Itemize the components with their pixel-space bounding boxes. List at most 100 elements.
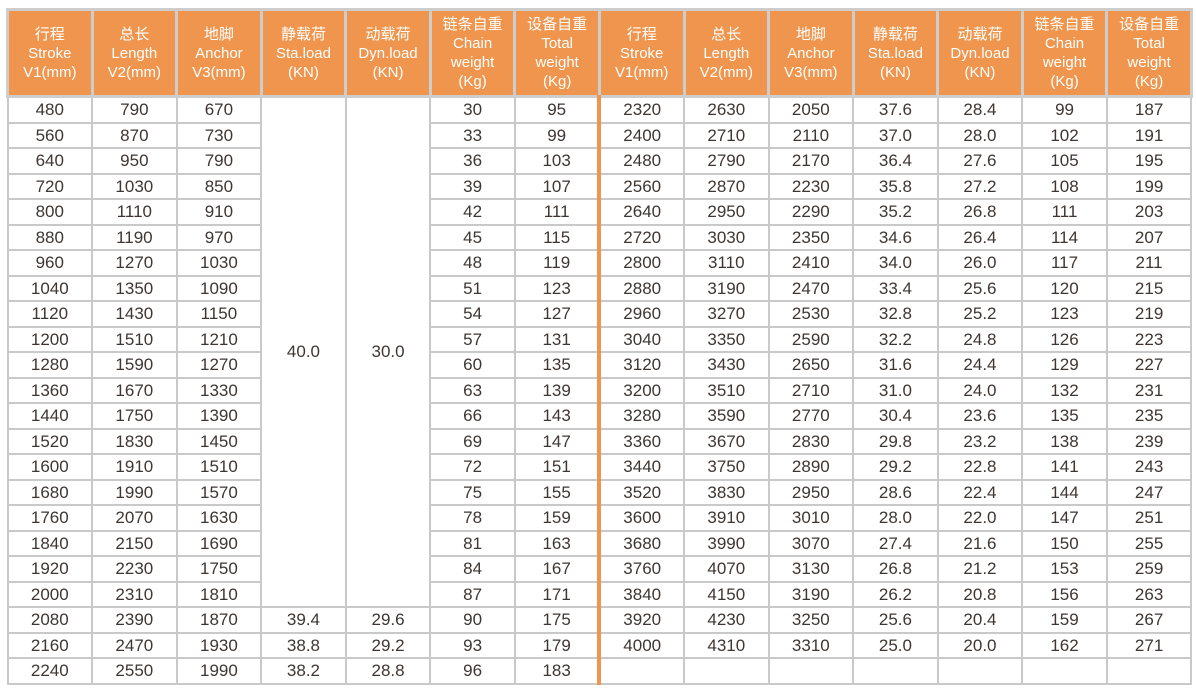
cell-right-dyn-load: 24.8 xyxy=(936,325,1024,353)
table-row: 880 1190 970 45 115 2720 3030 2350 34.6 26.4 114 20… xyxy=(6,223,1193,251)
cell-right-chain-weight: 150 xyxy=(1021,529,1108,557)
header-stroke-right: 行程 Stroke V1(mm) xyxy=(597,8,686,98)
cell-left-length: 1110 xyxy=(91,198,178,226)
cell-left-anchor: 1930 xyxy=(175,631,263,659)
cell-right-anchor: 2470 xyxy=(767,274,855,302)
cell-left-total-weight: 159 xyxy=(513,504,601,532)
header-stroke-left: 行程 Stroke V1(mm) xyxy=(6,8,94,98)
cell-left-stroke: 480 xyxy=(6,95,94,124)
cell-right-total-weight: 195 xyxy=(1105,147,1193,175)
cell-right-dyn-load: 25.6 xyxy=(936,274,1024,302)
cell-right-sta-load: 37.0 xyxy=(852,121,939,149)
cell-right-anchor: 2290 xyxy=(767,198,855,226)
cell-left-length: 2470 xyxy=(91,631,178,659)
cell-right-anchor: 3070 xyxy=(767,529,855,557)
cell-left-dyn-load: 28.8 xyxy=(344,657,432,685)
cell-right-total-weight: 203 xyxy=(1105,198,1193,226)
table-row: 1280 1590 1270 60 135 3120 3430 2650 31.6 24.4 129… xyxy=(6,351,1193,379)
cell-left-length: 2310 xyxy=(91,580,178,608)
cell-right-total-weight: 243 xyxy=(1105,453,1193,481)
cell-left-chain-weight: 72 xyxy=(429,453,516,481)
cell-left-total-weight: 163 xyxy=(513,529,601,557)
cell-right-dyn-load xyxy=(936,657,1024,685)
cell-right-stroke: 2320 xyxy=(597,95,685,124)
cell-left-chain-weight: 69 xyxy=(429,427,516,455)
cell-right-dyn-load: 25.2 xyxy=(936,300,1024,328)
table-row: 1760 2070 1630 78 159 3600 3910 3010 28.0 22.0 147… xyxy=(6,504,1193,532)
cell-right-total-weight: 191 xyxy=(1105,121,1193,149)
cell-right-chain-weight: 141 xyxy=(1021,453,1108,481)
cell-left-anchor: 1570 xyxy=(175,478,263,506)
cell-right-chain-weight: 138 xyxy=(1021,427,1108,455)
table-row: 2080 2390 1870 39.4 29.6 90 175 3920 4230 3250 25.… xyxy=(6,606,1193,634)
cell-left-chain-weight: 54 xyxy=(429,300,516,328)
cell-left-sta-load: 38.8 xyxy=(260,631,347,659)
cell-right-chain-weight: 135 xyxy=(1021,402,1108,430)
header-length-left: 总长 Length V2(mm) xyxy=(90,8,179,98)
cell-right-length: 2710 xyxy=(683,121,770,149)
cell-left-anchor: 910 xyxy=(175,198,263,226)
cell-left-total-weight: 167 xyxy=(513,555,601,583)
cell-right-stroke: 2800 xyxy=(597,249,685,277)
cell-left-chain-weight: 78 xyxy=(429,504,516,532)
cell-left-chain-weight: 96 xyxy=(429,657,516,685)
cell-right-chain-weight: 132 xyxy=(1021,376,1108,404)
table-row: 2160 2470 1930 38.8 29.2 93 179 4000 4310 3310 25.… xyxy=(6,631,1193,659)
cell-left-stroke: 1360 xyxy=(6,376,94,404)
cell-left-length: 1510 xyxy=(91,325,178,353)
cell-left-anchor: 1030 xyxy=(175,249,263,277)
cell-right-total-weight: 271 xyxy=(1105,631,1193,659)
cell-right-stroke: 3120 xyxy=(597,351,685,379)
cell-left-anchor: 970 xyxy=(175,223,263,251)
header-sta-load-left: 静载荷 Sta.load (KN) xyxy=(259,8,348,98)
cell-right-sta-load: 25.0 xyxy=(852,631,939,659)
cell-right-anchor: 2530 xyxy=(767,300,855,328)
cell-right-length: 3990 xyxy=(683,529,770,557)
cell-right-length: 3350 xyxy=(683,325,770,353)
cell-left-anchor: 850 xyxy=(175,172,263,200)
cell-right-anchor: 2770 xyxy=(767,402,855,430)
cell-right-length: 3910 xyxy=(683,504,770,532)
cell-right-total-weight: 267 xyxy=(1105,606,1193,634)
cell-left-length: 2150 xyxy=(91,529,178,557)
cell-right-chain-weight: 102 xyxy=(1021,121,1108,149)
cell-left-stroke: 880 xyxy=(6,223,94,251)
cell-left-length: 1990 xyxy=(91,478,178,506)
cell-right-sta-load: 32.2 xyxy=(852,325,939,353)
header-sta-load-right: 静载荷 Sta.load (KN) xyxy=(851,8,940,98)
cell-left-length: 2070 xyxy=(91,504,178,532)
cell-right-dyn-load: 26.8 xyxy=(936,198,1024,226)
cell-left-anchor: 1870 xyxy=(175,606,263,634)
cell-right-stroke: 3520 xyxy=(597,478,685,506)
cell-left-dyn-load-merged: 30.0 xyxy=(344,95,432,608)
cell-right-total-weight: 223 xyxy=(1105,325,1193,353)
table-row: 2000 2310 1810 87 171 3840 4150 3190 26.2 20.8 156… xyxy=(6,580,1193,608)
table-row: 1920 2230 1750 84 167 3760 4070 3130 26.8 21.2 153… xyxy=(6,555,1193,583)
spec-table-header: 行程 Stroke V1(mm) 总长 Length V2(mm) 地脚 Anchor V3… xyxy=(6,8,1193,98)
cell-right-stroke xyxy=(597,657,685,685)
cell-right-total-weight: 255 xyxy=(1105,529,1193,557)
cell-right-anchor: 2050 xyxy=(767,95,855,124)
cell-right-anchor: 2650 xyxy=(767,351,855,379)
cell-right-total-weight: 259 xyxy=(1105,555,1193,583)
table-row: 480 790 670 40.0 30.0 30 95 2320 2630 2050 37.6 28.… xyxy=(6,95,1193,608)
cell-right-length: 3830 xyxy=(683,478,770,506)
table-row: 1360 1670 1330 63 139 3200 3510 2710 31.0 24.0 132… xyxy=(6,376,1193,404)
table-row: 560 870 730 33 99 2400 2710 2110 37.0 28.0 102 191 xyxy=(6,121,1193,149)
cell-right-length: 3510 xyxy=(683,376,770,404)
cell-right-length: 3270 xyxy=(683,300,770,328)
cell-right-dyn-load: 28.0 xyxy=(936,121,1024,149)
cell-left-length: 1910 xyxy=(91,453,178,481)
cell-right-stroke: 3760 xyxy=(597,555,685,583)
cell-left-chain-weight: 51 xyxy=(429,274,516,302)
cell-left-stroke: 1680 xyxy=(6,478,94,506)
table-row: 1120 1430 1150 54 127 2960 3270 2530 32.8 25.2 123… xyxy=(6,300,1193,328)
table-row: 1840 2150 1690 81 163 3680 3990 3070 27.4 21.6 150… xyxy=(6,529,1193,557)
cell-right-length: 2790 xyxy=(683,147,770,175)
cell-right-dyn-load: 21.6 xyxy=(936,529,1024,557)
cell-left-anchor: 1990 xyxy=(175,657,263,685)
cell-left-total-weight: 139 xyxy=(513,376,601,404)
cell-right-dyn-load: 24.0 xyxy=(936,376,1024,404)
cell-right-stroke: 2720 xyxy=(597,223,685,251)
